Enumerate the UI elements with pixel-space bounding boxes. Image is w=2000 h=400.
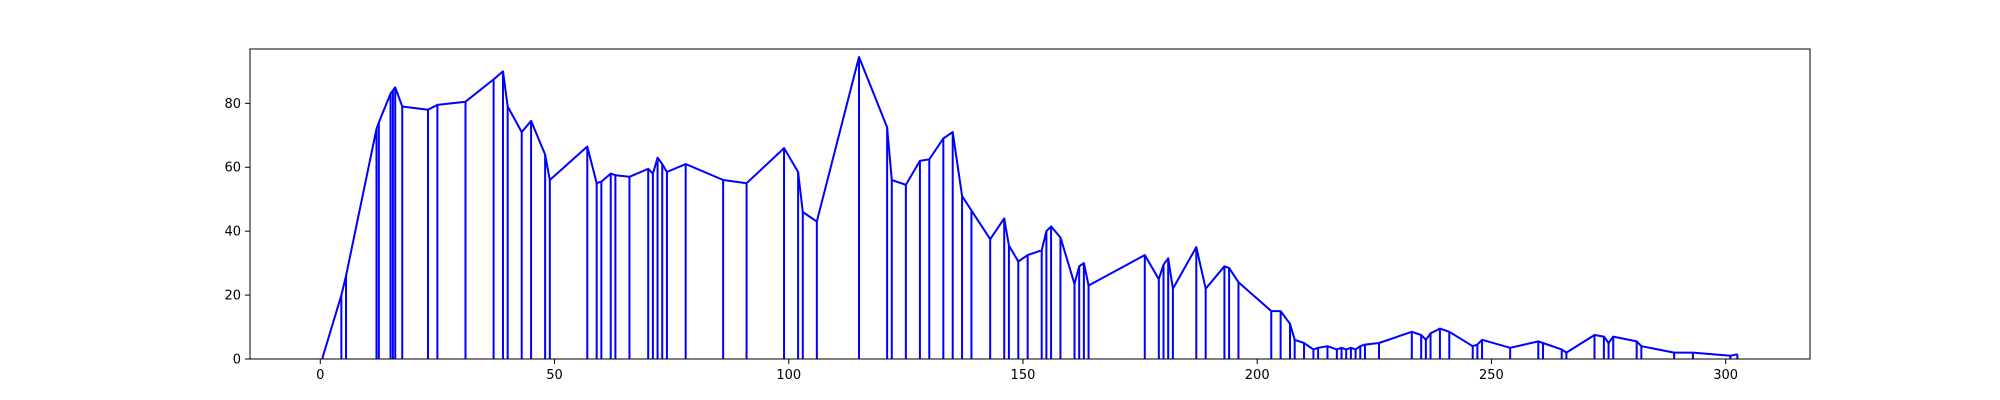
x-tick-label: 200 <box>1245 368 1270 383</box>
y-tick-label: 80 <box>224 97 241 112</box>
x-tick-label: 50 <box>546 368 563 383</box>
data-stems <box>321 56 1739 359</box>
x-tick-label: 100 <box>776 368 801 383</box>
plot-area-frame <box>249 48 1811 360</box>
y-axis: 0 20 40 60 80 <box>224 97 250 368</box>
y-tick-label: 40 <box>224 225 241 240</box>
y-tick-label: 20 <box>224 289 241 304</box>
y-tick-label: 0 <box>233 353 241 368</box>
data-line-group <box>321 56 1738 358</box>
x-tick-label: 300 <box>1713 368 1738 383</box>
x-tick-label: 150 <box>1011 368 1036 383</box>
x-tick-label: 0 <box>316 368 324 383</box>
data-series-line <box>321 56 1738 358</box>
y-tick-label: 60 <box>224 161 241 176</box>
x-tick-label: 250 <box>1479 368 1504 383</box>
x-axis: 0 50 100 150 200 250 300 <box>316 359 1738 383</box>
